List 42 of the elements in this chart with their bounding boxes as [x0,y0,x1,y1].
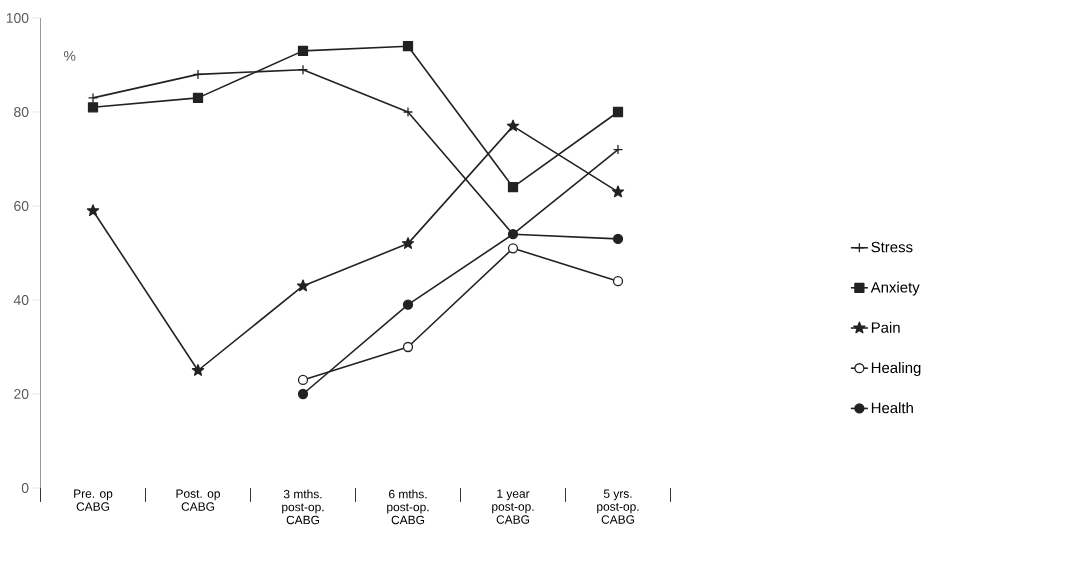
point [507,182,519,193]
y-axis-title: % [64,51,76,61]
y-tick-label: 0 [21,483,29,493]
point [297,64,309,75]
y-tick-label: 20 [14,389,29,399]
point [612,276,624,287]
point [192,69,204,80]
point [401,237,415,249]
point [86,204,100,217]
point [611,185,625,198]
x-tick-label: 3 mths. post-op. CABG [282,489,324,525]
legend-label: Healing [871,362,921,376]
legend-label: Stress [871,241,913,253]
x-tick-label: Post. op CABG [176,489,220,511]
y-tick-label: 60 [14,201,29,211]
point [297,374,309,386]
point [402,106,414,118]
x-tick-label: Pre. op CABG [74,489,113,511]
x-tick-label: 5 yrs. post-op. CABG [597,489,639,524]
x-tick-label: 1 year post-op. CABG [492,489,534,524]
point [87,102,99,113]
point [612,233,624,245]
y-tick-label: 100 [6,13,29,23]
point [87,92,99,104]
point [402,341,414,353]
point [192,92,204,104]
point [507,243,519,254]
point [296,279,310,292]
legend-label: Pain [871,321,900,333]
point [612,144,624,155]
y-tick-label: 40 [13,295,29,305]
point [297,388,309,400]
point [402,299,414,310]
point [191,364,205,376]
x-tick-label: 6 mths. post-op. CABG [387,489,429,525]
y-tick-label: 80 [14,107,29,117]
legend-label: Anxiety [870,281,920,296]
legend-label: Health [871,402,913,414]
point [612,106,624,118]
point [402,41,414,52]
point [297,45,309,57]
point [506,119,520,132]
